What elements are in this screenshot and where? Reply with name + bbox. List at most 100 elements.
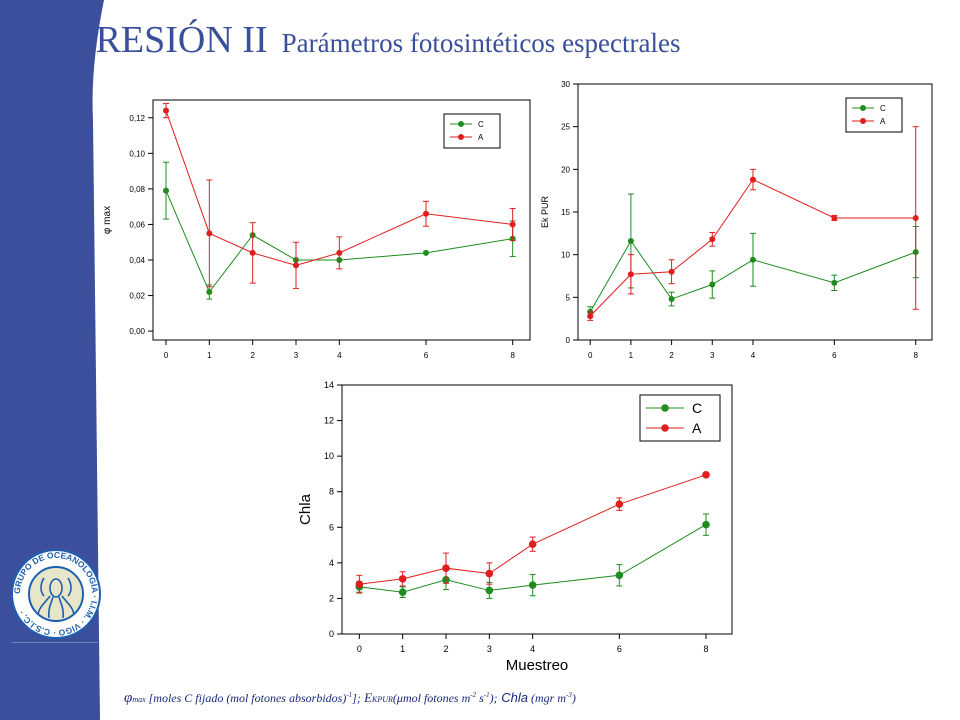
- y-tick-label: 0,00: [129, 327, 145, 336]
- legend-label-A: A: [692, 420, 702, 436]
- caption-ek-units-a: (μmol fotones m: [392, 691, 471, 705]
- caption-ek-exp2: -1: [483, 691, 490, 699]
- plot-frame: [341, 384, 733, 635]
- data-point-A: [398, 575, 407, 583]
- y-tick-label: 0: [329, 629, 334, 639]
- data-point-A: [627, 271, 634, 278]
- data-point-C: [398, 588, 407, 597]
- caption-phi-units: [moles C fijado (mol fotones absorbidos): [145, 691, 347, 705]
- y-tick-label: 0,12: [129, 114, 145, 123]
- x-tick-label: 8: [913, 351, 918, 360]
- legend-box: [443, 113, 501, 149]
- y-tick-label: 0: [566, 336, 571, 345]
- y-tick-label: 14: [324, 380, 334, 390]
- logo-squid-icon: [37, 577, 75, 619]
- x-axis-label: Muestreo: [506, 657, 569, 674]
- data-point-C: [206, 289, 213, 295]
- y-tick-label: 0,08: [129, 185, 145, 194]
- data-point-A: [293, 262, 299, 269]
- series-A: [587, 126, 919, 321]
- legend-box: [639, 394, 721, 442]
- x-tick-label: 6: [832, 351, 837, 360]
- caption-chla-units-b: ): [571, 691, 576, 705]
- y-axis-label: Chla: [297, 493, 314, 525]
- data-point-C: [423, 249, 429, 256]
- x-tick-label: 8: [703, 644, 708, 654]
- series-A: [163, 103, 516, 289]
- data-point-C: [668, 296, 675, 303]
- x-tick-label: 1: [629, 351, 634, 360]
- legend: CA: [845, 97, 903, 133]
- series-line-A: [359, 474, 707, 585]
- caption-ek-units-b: s: [476, 691, 484, 705]
- legend-label-C: C: [880, 104, 886, 113]
- data-point-A: [509, 221, 516, 228]
- data-point-A: [528, 540, 537, 548]
- caption-chla-units-a: (mgr m: [528, 691, 566, 705]
- x-tick-label: 6: [617, 644, 622, 654]
- caption-ek-symbol: E: [360, 690, 373, 705]
- data-point-A: [423, 210, 429, 217]
- legend-marker-C: [661, 404, 669, 412]
- y-tick-label: 30: [561, 80, 570, 89]
- legend-marker-C: [860, 105, 866, 111]
- y-tick-label: 0,10: [129, 149, 145, 158]
- y-tick-label: 4: [329, 558, 334, 568]
- chart-phi-max: 0,00 0,02 0,04 0,06 0,08 0,10 0,12 0 1 2 3 4 6 8 φ max…: [102, 99, 531, 360]
- data-point-C: [163, 187, 169, 194]
- data-point-C: [709, 281, 716, 288]
- x-tick-label: 0: [164, 351, 169, 360]
- data-point-A: [615, 500, 624, 508]
- data-point-A: [702, 471, 710, 479]
- data-point-A: [206, 230, 213, 237]
- data-point-A: [485, 569, 494, 578]
- y-tick-label: 12: [324, 416, 334, 426]
- y-tick-label: 25: [561, 123, 570, 132]
- data-point-C: [485, 586, 494, 595]
- x-tick-label: 0: [588, 351, 593, 360]
- y-tick-label: 10: [324, 451, 334, 461]
- y-tick-label: 0,06: [129, 220, 145, 229]
- chart-phi-max-panel: 0,00 0,02 0,04 0,06 0,08 0,10 0,12 0 1 2 3 4 6 8 φ max…: [96, 74, 536, 374]
- legend-marker-A: [458, 134, 464, 140]
- y-tick-label: 0,04: [129, 256, 145, 265]
- y-axis-label: Ek PUR: [540, 196, 550, 229]
- data-point-A: [249, 249, 256, 256]
- x-tick-label: 8: [510, 351, 515, 360]
- x-tick-label: 2: [669, 351, 674, 360]
- slide-title: IMPRESIÓN II Parámetros fotosintéticos es…: [28, 18, 681, 62]
- data-point-C: [702, 520, 710, 529]
- data-point-A: [355, 580, 364, 588]
- x-tick-label: 3: [487, 644, 492, 654]
- legend-marker-A: [661, 424, 669, 432]
- series-C: [355, 513, 710, 599]
- legend-label-C: C: [478, 120, 484, 129]
- data-point-A: [163, 107, 169, 114]
- x-tick-label: 1: [400, 644, 405, 654]
- chart-ek-pur-panel: 0 5 10 15 20 25 30 0 1 2 3 4 6 8 Ek PUR C A: [536, 74, 944, 374]
- data-point-A: [668, 268, 675, 275]
- y-tick-label: 5: [566, 293, 571, 302]
- data-point-A: [336, 249, 343, 256]
- x-tick-label: 4: [337, 351, 342, 360]
- chart-chla-panel: 0 2 4 6 8 10 12 14 0 1 2 3 4 6 8 Chla Muestreo C A: [290, 374, 744, 688]
- x-tick-label: 3: [294, 351, 299, 360]
- y-tick-label: 8: [329, 487, 334, 497]
- logo-inner-ring: [28, 566, 84, 622]
- title-subtitle: Parámetros fotosintéticos espectrales: [281, 28, 681, 58]
- caption-ek-exp1: -2: [470, 691, 477, 699]
- data-point-A: [709, 236, 716, 243]
- oceanology-group-logo: GRUPO DE OCEANOLOGÍA · I.I.M. · VIGO · C…: [11, 549, 101, 639]
- x-tick-label: 3: [710, 351, 715, 360]
- data-point-C: [528, 581, 537, 589]
- caption-ek-units-c: );: [489, 691, 498, 705]
- x-tick-label: 2: [250, 351, 255, 360]
- x-tick-label: 1: [207, 351, 212, 360]
- data-point-A: [912, 214, 919, 221]
- legend-label-C: C: [692, 400, 702, 416]
- data-point-A: [831, 214, 838, 221]
- x-tick-label: 4: [751, 351, 756, 360]
- data-point-C: [749, 256, 756, 263]
- legend: CA: [443, 113, 501, 149]
